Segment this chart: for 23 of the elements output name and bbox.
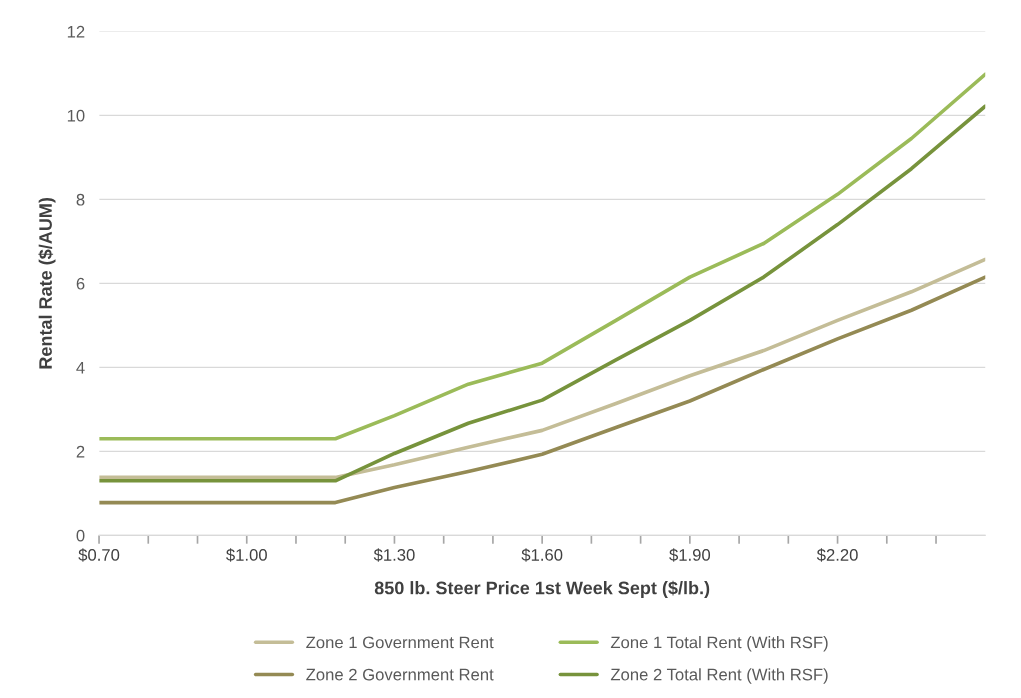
y-tick-label: 0	[76, 529, 85, 542]
x-tick-label: $1.60	[521, 548, 563, 562]
y-tick-label: 4	[76, 361, 85, 374]
y-tick-label: 8	[76, 193, 85, 206]
x-tick-label: $1.00	[226, 548, 267, 562]
x-tick-label: $1.90	[669, 548, 711, 562]
legend-label: Zone 2 Government Rent	[306, 668, 494, 681]
line-series	[99, 104, 986, 483]
line-series	[99, 275, 986, 505]
x-tick-label: $1.30	[373, 548, 415, 562]
y-tick-label: 10	[67, 109, 85, 122]
line-series	[99, 257, 986, 480]
legend-label: Zone 2 Total Rent (With RSF)	[610, 668, 828, 684]
x-axis-title: 850 lb. Steer Price 1st Week Sept ($/lb.)	[374, 580, 710, 598]
legend-label: Zone 1 Total Rent (With RSF)	[610, 636, 828, 652]
x-tick-label: $0.70	[78, 548, 120, 562]
line-series	[99, 72, 986, 441]
y-axis-title: Rental Rate ($/AUM)	[38, 198, 56, 369]
y-tick-label: 2	[76, 445, 85, 458]
legend-label: Zone 1 Government Rent	[306, 636, 494, 649]
y-tick-label: 6	[76, 277, 85, 290]
x-tick-label: $2.20	[816, 548, 858, 562]
y-tick-label: 12	[67, 25, 85, 38]
